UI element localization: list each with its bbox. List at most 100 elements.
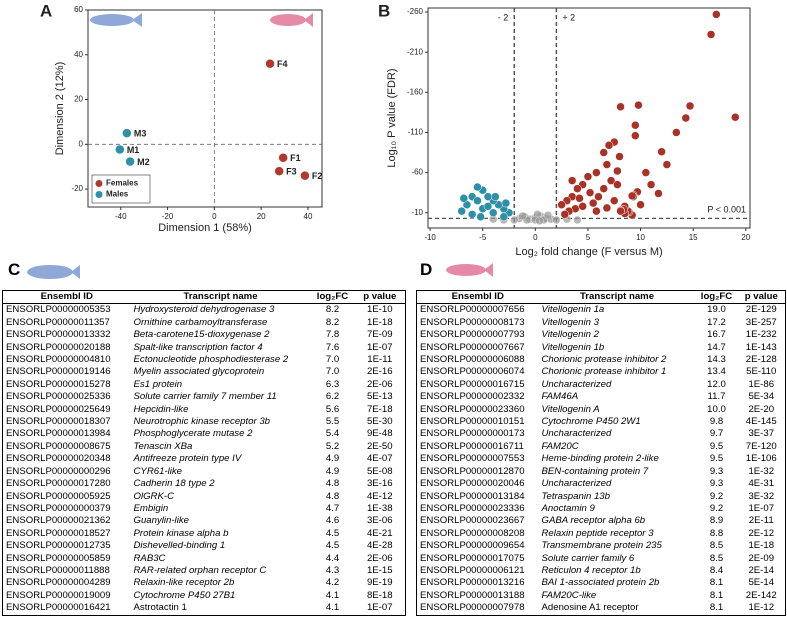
panel-label: A	[40, 1, 52, 20]
table-cell: 7.8	[325, 329, 340, 341]
table-cell: 7.6	[325, 341, 340, 353]
table-row: ENSORLP00000010151 Cytochrome P450 2W1 9.8…	[417, 416, 786, 428]
table-row: ENSORLP00000025336 Solute carrier family …	[3, 391, 406, 403]
y-tick-label: -260	[407, 7, 424, 16]
table-row: ENSORLP00000011888 RAR-related orphan rec…	[3, 565, 406, 577]
table-cell: 4.5	[325, 540, 340, 552]
table-cell: 5E-110	[746, 366, 777, 378]
table-cell: ENSORLP00000023360	[420, 403, 525, 415]
table-cell: 8.8	[709, 527, 724, 539]
point	[636, 200, 645, 209]
point	[712, 10, 721, 19]
point	[627, 191, 637, 201]
table-cell: 2E-16	[366, 366, 393, 378]
x-tick-label: 20	[257, 212, 266, 221]
table-cell: 2E-06	[366, 552, 393, 564]
point	[573, 215, 582, 225]
table-cell: 9E-48	[366, 428, 393, 440]
table-cell: BAI 1-associated protein 2b	[541, 577, 660, 589]
table-cell: ENSORLP00000013188	[420, 589, 525, 601]
table-cell: 8.2	[325, 316, 340, 328]
header-row: Ensembl ID Transcript name log₂FC p value	[2, 290, 406, 305]
table-cell: 3E-16	[366, 478, 393, 490]
legend-swatch	[95, 180, 103, 187]
plot-frame	[87, 9, 323, 208]
table-cell: 4.7	[325, 502, 340, 514]
table-cell: ENSORLP00000013184	[420, 490, 525, 502]
column-header: p value	[737, 290, 786, 305]
point	[615, 152, 624, 161]
table-cell: 5.4	[325, 428, 340, 440]
y-tick-label: -110	[408, 128, 424, 137]
point-label: F1	[290, 153, 301, 163]
table-cell: 7E-120	[745, 440, 777, 452]
point	[681, 113, 691, 123]
legend-swatch	[95, 191, 103, 198]
panel-label: D	[420, 260, 433, 279]
table-row: ENSORLP00000023667 GABA receptor alpha 6b…	[417, 515, 786, 527]
point	[641, 168, 651, 177]
table-cell: ENSORLP00000019009	[6, 589, 111, 601]
table-cell: ENSORLP00000006088	[420, 354, 525, 366]
table-row: ENSORLP00000000379 Embigin 4.7 1E-38	[3, 503, 406, 515]
x-tick-label: 0	[533, 233, 538, 242]
table-cell: 4.1	[325, 589, 340, 601]
table-cell: 1E-86	[748, 378, 775, 390]
point-label: M2	[137, 157, 150, 167]
table-cell: 1E-18	[748, 540, 775, 552]
table-cell: ENSORLP00000007793	[420, 329, 525, 341]
point	[473, 196, 482, 205]
table-cell: 9.7	[709, 428, 724, 440]
table-cell: 9.2	[709, 502, 724, 514]
point	[599, 184, 608, 193]
column-header: Transcript name	[538, 290, 696, 305]
panel-label: C	[8, 260, 21, 279]
table-row: ENSORLP00000025649 Hepcidin-like 5.6 7E-18	[3, 404, 406, 416]
table-cell: ENSORLP00000007656	[420, 304, 525, 316]
point	[125, 156, 135, 167]
table-row: ENSORLP00000004289 Relaxin-like receptor …	[3, 577, 406, 589]
table-cell: 6.2	[325, 391, 340, 403]
point	[499, 212, 509, 222]
table-cell: Relaxin peptide receptor 3	[541, 527, 654, 539]
point	[483, 202, 493, 211]
point	[552, 215, 561, 225]
table-cell: Tenascin XBa	[133, 440, 193, 452]
point	[685, 101, 695, 111]
table-cell: 12.0	[707, 378, 726, 390]
table-cell: ENSORLP00000016715	[420, 378, 525, 390]
point-label: F3	[286, 167, 297, 177]
table-cell: 4E-145	[745, 416, 777, 428]
point	[604, 141, 614, 150]
table-cell: Heme-binding protein 2-like	[541, 453, 659, 465]
table-row: ENSORLP00000023336 Anoctamin 9 9.2 1E-07	[417, 503, 786, 515]
table-cell: ENSORLP00000002332	[420, 391, 525, 403]
point	[573, 184, 582, 193]
table-cell: 1E-232	[745, 329, 777, 341]
table-cell: 3E-257	[745, 316, 777, 328]
point	[594, 192, 603, 201]
table-cell: Cytochrome P450 27B1	[133, 589, 236, 601]
table-cell: 2E-14	[748, 564, 775, 576]
table-cell: Beta-carotene15-dioxygenase 2	[133, 329, 270, 341]
legend-box	[91, 174, 151, 204]
table-cell: ENSORLP00000011357	[6, 316, 110, 328]
table-cell: ENSORLP00000013216	[420, 577, 525, 589]
table-cell: 4.5	[325, 527, 340, 539]
table-cell: 4E-07	[366, 453, 393, 465]
table-cell: 1E-106	[745, 453, 777, 465]
table-cell: ENSORLP00000007978	[420, 602, 525, 614]
table-cell: 4.8	[325, 490, 340, 502]
point	[583, 172, 593, 181]
table-cell: ENSORLP00000013984	[6, 428, 111, 440]
table-cell: 1E-07	[366, 341, 393, 353]
table-cell: Guanylin-like	[133, 515, 189, 527]
point	[476, 212, 485, 222]
y-tick-label: 60	[74, 5, 83, 14]
plot-frame	[427, 7, 751, 229]
point	[518, 211, 527, 221]
panel-label: B	[378, 1, 390, 20]
table-row: ENSORLP00000023360 Vitellogenin A 10.0 2E-2…	[417, 404, 786, 416]
point	[491, 192, 500, 201]
